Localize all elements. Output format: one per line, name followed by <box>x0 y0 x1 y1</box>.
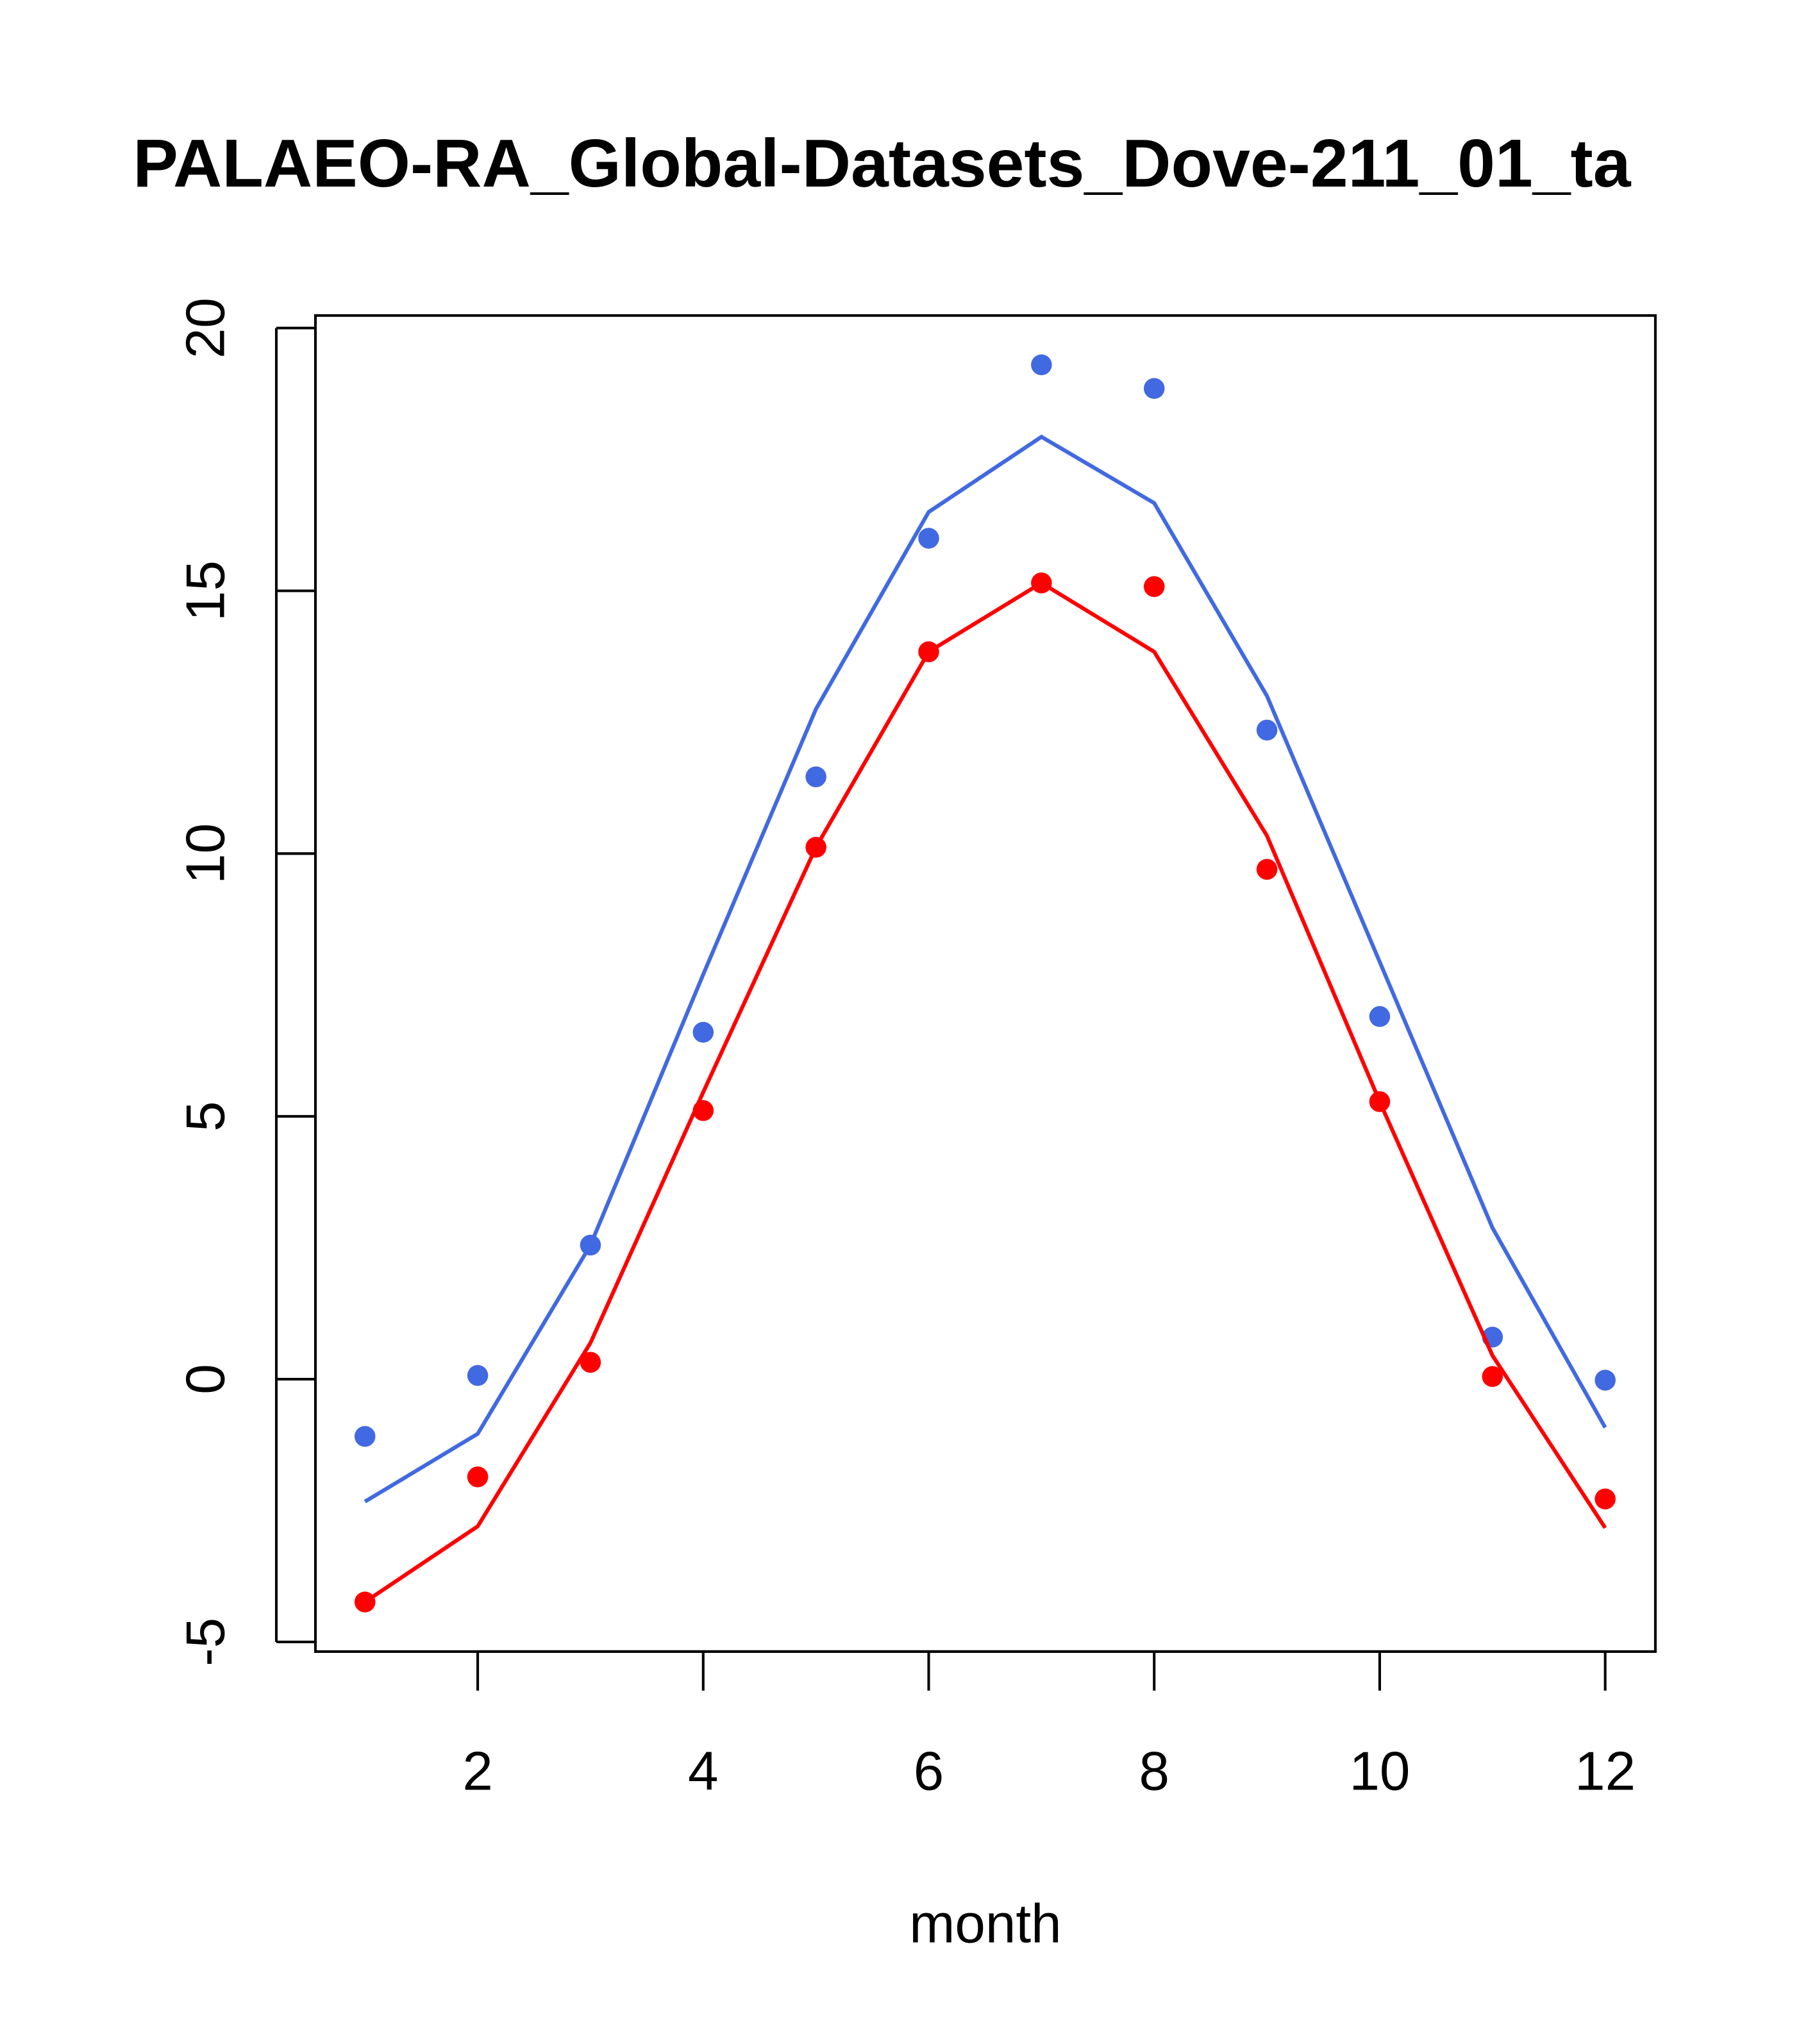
y-tick-label: 20 <box>176 297 237 358</box>
data-point <box>1369 1006 1391 1027</box>
data-point <box>805 766 826 787</box>
data-point <box>1595 1370 1616 1391</box>
series-line <box>364 434 1607 1504</box>
plot-frame <box>314 314 1657 1653</box>
chart-title: PALAEO-RA_Global-Datasets_Dove-211_01_ta <box>133 126 1631 201</box>
data-point <box>1143 378 1165 399</box>
x-tick-label: 10 <box>1349 1741 1410 1802</box>
data-point <box>1256 859 1278 880</box>
data-point <box>467 1466 489 1487</box>
x-tick-label: 12 <box>1575 1741 1636 1802</box>
data-point <box>1482 1366 1503 1387</box>
y-tick-label: 10 <box>176 823 237 884</box>
data-point <box>1143 576 1165 598</box>
x-tick-label: 2 <box>462 1741 492 1802</box>
data-point <box>1256 719 1278 741</box>
x-axis: 2 4 6 8 10 12 <box>462 1650 1636 1802</box>
data-point <box>354 1426 376 1447</box>
data-point <box>692 1021 714 1043</box>
y-tick-label: 0 <box>176 1364 237 1394</box>
data-point <box>1031 354 1052 376</box>
x-tick-label: 8 <box>1139 1741 1169 1802</box>
series-layer <box>354 354 1616 1613</box>
data-point <box>467 1365 489 1386</box>
y-axis: -5 0 5 10 15 20 <box>176 297 315 1666</box>
x-tick-label: 4 <box>688 1741 718 1802</box>
data-point <box>354 1591 376 1613</box>
y-tick-label: 5 <box>176 1101 237 1131</box>
data-point <box>580 1352 601 1373</box>
y-tick-label: -5 <box>176 1618 237 1666</box>
data-point <box>918 528 939 549</box>
x-tick-label: 6 <box>914 1741 944 1802</box>
series-line <box>364 580 1607 1604</box>
y-tick-label: 15 <box>176 560 237 621</box>
data-point <box>1595 1488 1616 1510</box>
x-axis-label: month <box>909 1893 1061 1954</box>
